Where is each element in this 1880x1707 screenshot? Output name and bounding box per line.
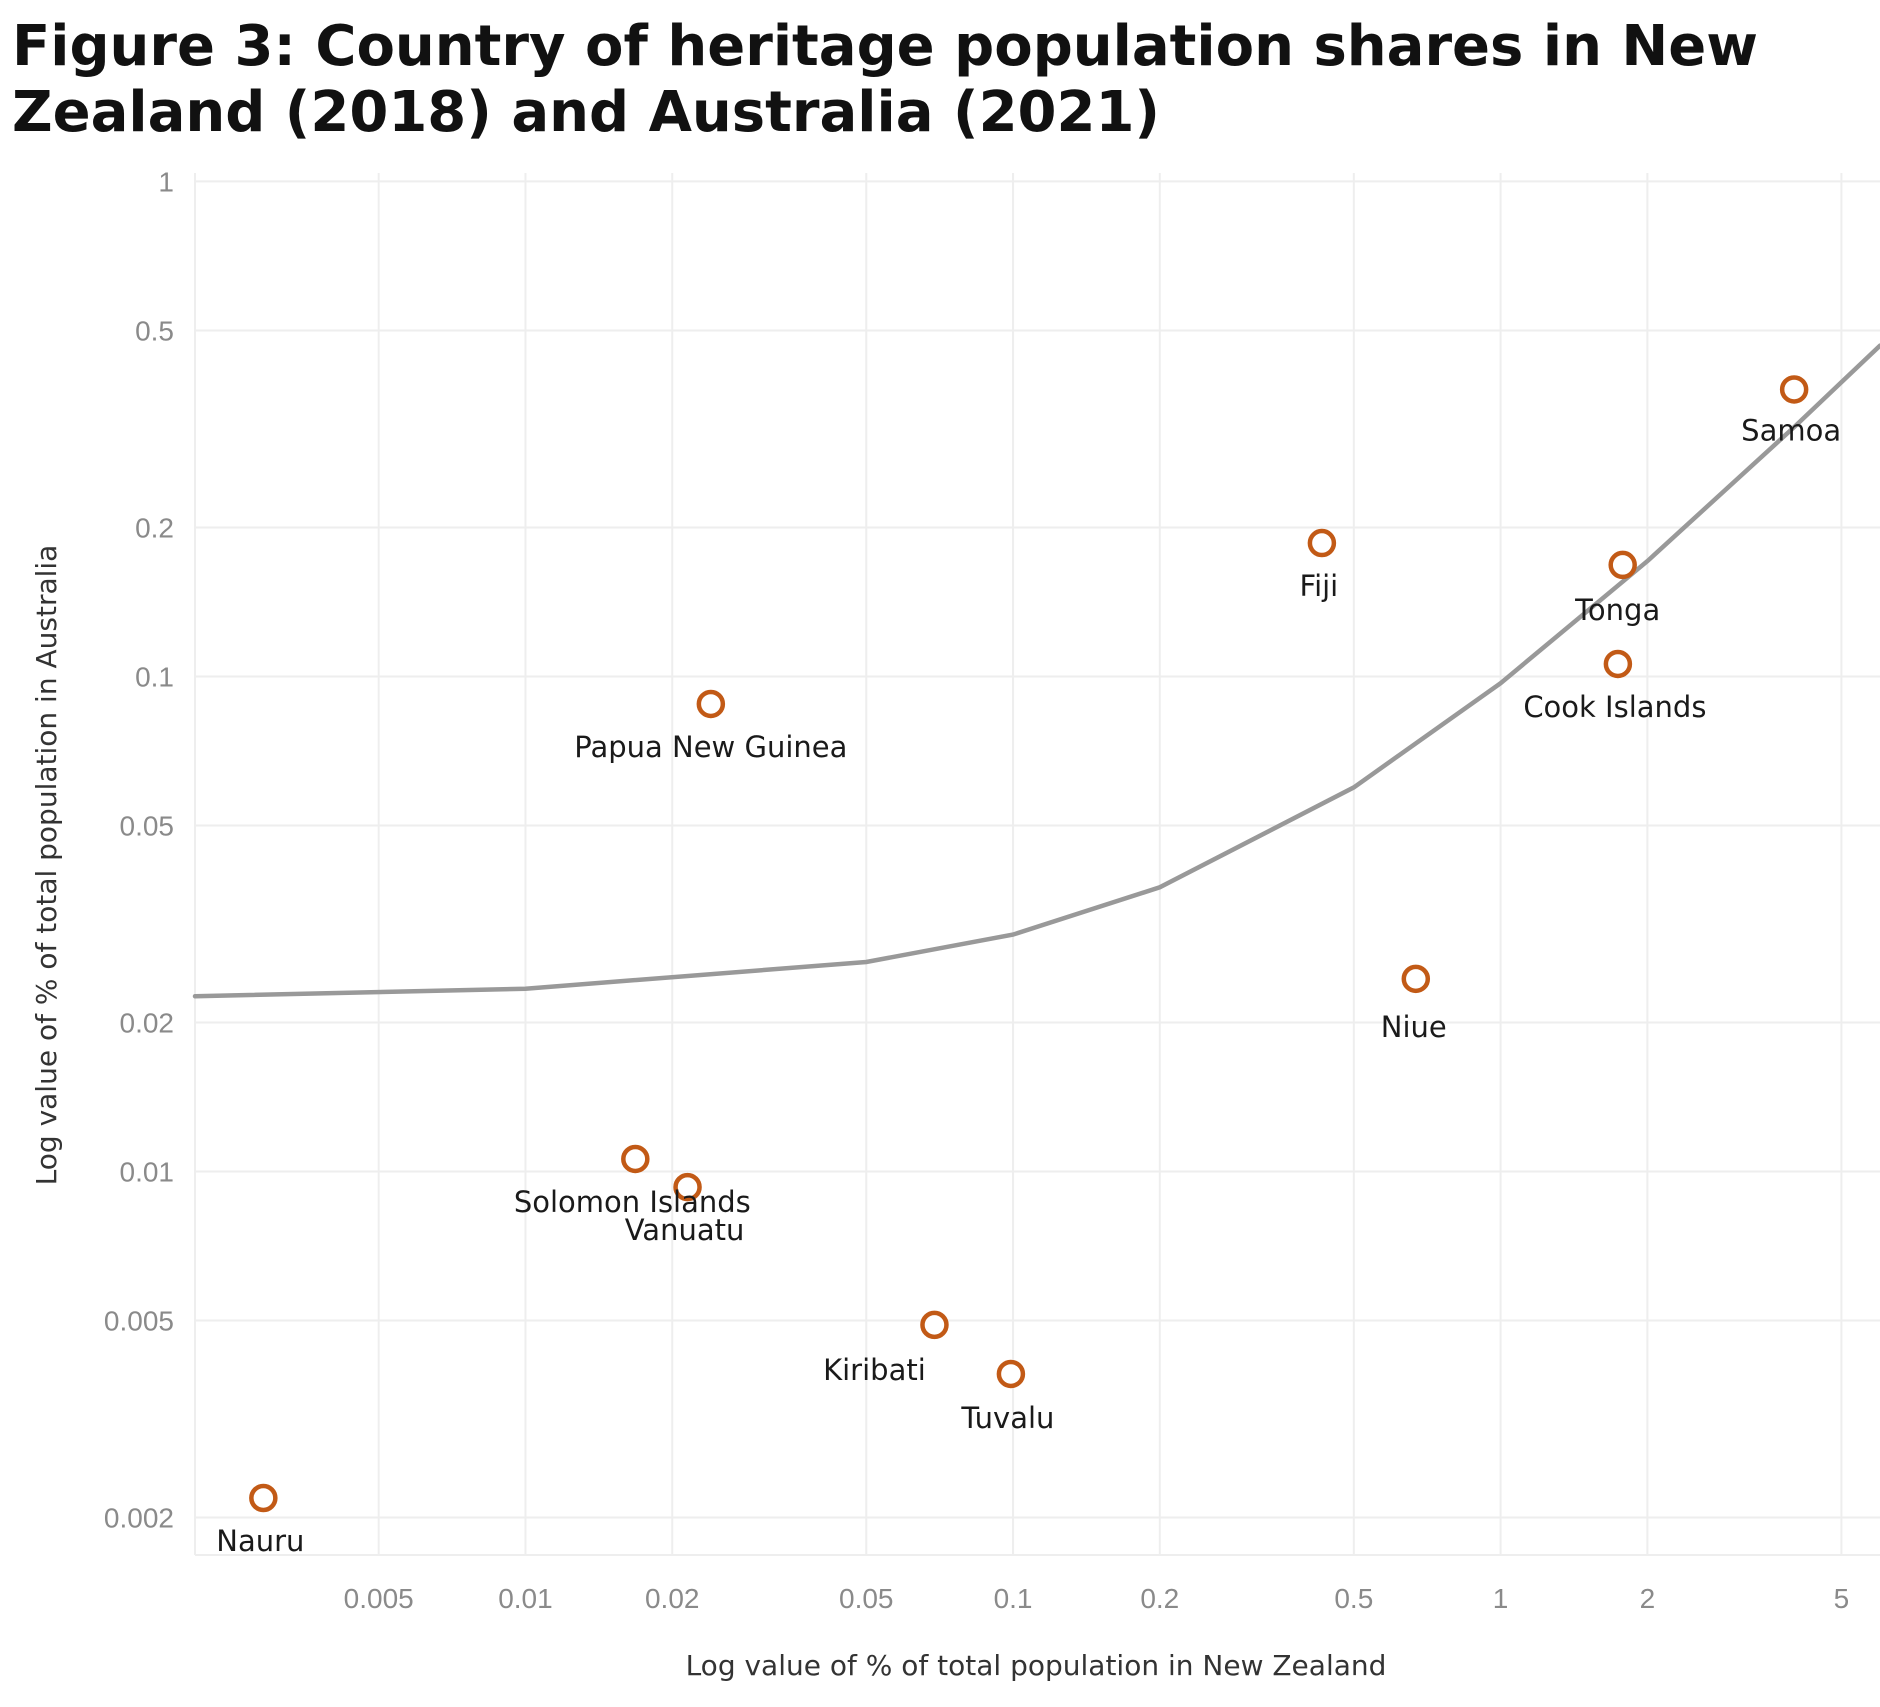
x-tick-label: 2 (1640, 1583, 1656, 1614)
data-points (249, 375, 1809, 1513)
x-tick-label: 0.01 (498, 1583, 553, 1614)
point-solomon-islands (621, 1144, 650, 1174)
y-axis-title: Log value of % of total population in Au… (30, 545, 63, 1186)
point-samoa (1779, 375, 1809, 404)
y-tick-label: 1 (158, 166, 174, 197)
y-tick-label: 0.01 (120, 1157, 175, 1188)
y-tick-label: 0.2 (135, 512, 174, 543)
label-niue: Niue (1381, 1010, 1447, 1044)
point-cook-islands (1603, 649, 1633, 679)
x-axis-title: Log value of % of total population in Ne… (686, 1649, 1387, 1682)
trend-line (192, 343, 1880, 999)
x-tick-label: 0.005 (344, 1583, 414, 1614)
x-axis-ticks: 0.005 0.01 0.02 0.05 0.1 0.2 0.5 1 2 5 (344, 1583, 1850, 1614)
x-tick-label: 0.05 (839, 1583, 894, 1614)
label-vanuatu: Vanuatu (625, 1213, 745, 1247)
point-tonga (1608, 550, 1637, 580)
point-niue (1401, 964, 1431, 994)
x-tick-label: 0.5 (1334, 1583, 1373, 1614)
label-solomon-islands: Solomon Islands (514, 1185, 751, 1219)
label-papua-new-guinea: Papua New Guinea (574, 730, 847, 764)
label-nauru: Nauru (216, 1524, 304, 1558)
point-tuvalu (996, 1359, 1026, 1389)
label-cook-islands: Cook Islands (1523, 690, 1706, 724)
point-papua-new-guinea (696, 689, 726, 719)
y-tick-label: 0.5 (135, 315, 174, 346)
label-kiribati: Kiribati (823, 1353, 926, 1387)
y-tick-label: 0.02 (120, 1007, 175, 1038)
point-nauru (249, 1483, 278, 1513)
x-tick-label: 5 (1834, 1583, 1850, 1614)
trend-line-group (192, 343, 1880, 999)
point-labels: Samoa Fiji Tonga Cook Islands Papua New Guin… (216, 413, 1841, 1558)
grid-lines (194, 173, 1880, 1556)
point-kiribati (920, 1310, 949, 1340)
point-vanuatu (673, 1172, 702, 1202)
y-tick-label: 0.002 (104, 1503, 174, 1534)
label-tonga: Tonga (1574, 593, 1660, 627)
label-tuvalu: Tuvalu (960, 1401, 1054, 1435)
chart-title: Figure 3: Country of heritage population… (12, 14, 1759, 145)
y-tick-label: 0.05 (120, 810, 175, 841)
y-tick-label: 0.1 (135, 661, 174, 692)
x-tick-label: 0.1 (994, 1583, 1033, 1614)
label-fiji: Fiji (1300, 569, 1339, 603)
label-samoa: Samoa (1741, 413, 1841, 447)
x-tick-label: 0.2 (1140, 1583, 1179, 1614)
y-axis-ticks: 1 0.5 0.2 0.1 0.05 0.02 0.01 0.005 0.002 (104, 166, 174, 1533)
x-tick-label: 0.02 (645, 1583, 700, 1614)
y-tick-label: 0.005 (104, 1306, 174, 1337)
point-fiji (1307, 528, 1337, 558)
x-tick-label: 1 (1493, 1583, 1509, 1614)
